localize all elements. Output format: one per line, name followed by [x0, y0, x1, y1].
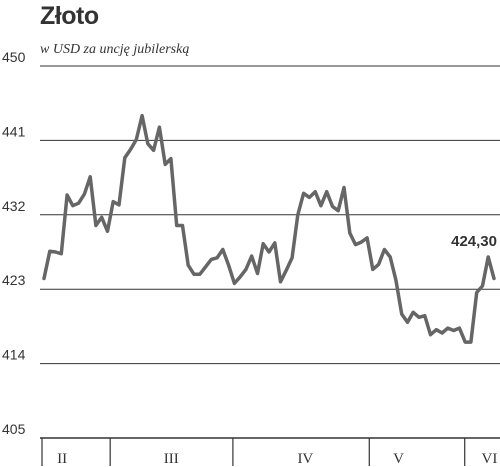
x-tick-label: II: [57, 451, 67, 467]
series-line: [42, 113, 496, 344]
y-tick-label: 450: [2, 49, 26, 65]
x-tick-label: III: [164, 451, 179, 467]
y-tick-label: 441: [2, 123, 26, 139]
y-tick-label: 432: [2, 198, 26, 214]
chart-subtitle: w USD za uncję jubilerską: [40, 42, 190, 57]
x-tick-label: IV: [297, 451, 313, 467]
x-tick-label: V: [393, 451, 404, 467]
last-value-label: 424,30: [451, 233, 497, 250]
chart-title: Złoto: [40, 2, 99, 30]
x-tick-label: VI: [482, 451, 498, 467]
y-tick-label: 423: [2, 272, 26, 288]
y-tick-label: 405: [2, 421, 26, 437]
y-tick-label: 414: [2, 347, 26, 363]
